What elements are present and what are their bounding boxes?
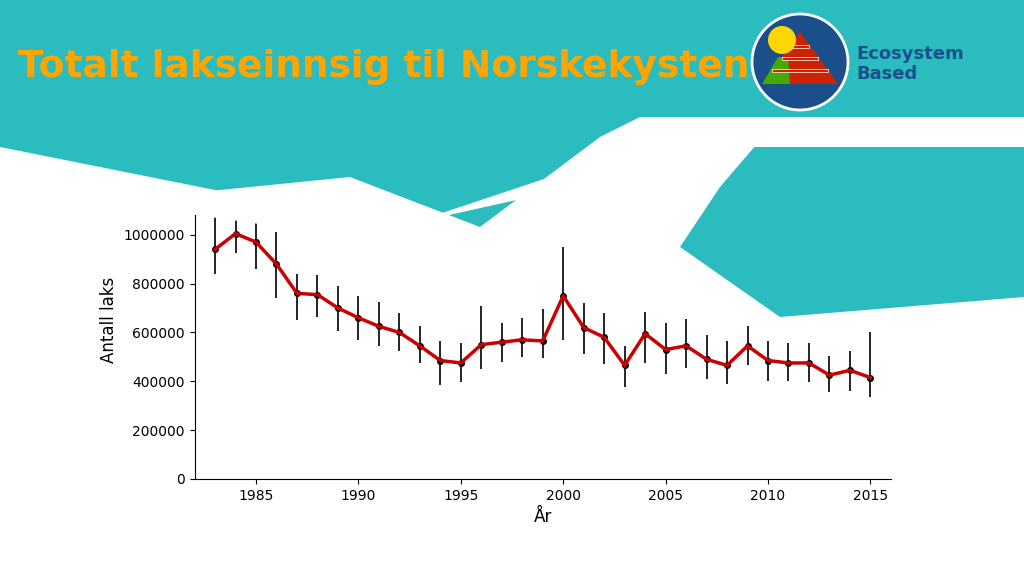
X-axis label: År: År <box>534 508 552 526</box>
Bar <box>782 57 818 60</box>
Circle shape <box>752 14 848 110</box>
Polygon shape <box>680 117 1024 317</box>
Polygon shape <box>0 0 1024 227</box>
Bar <box>791 45 809 48</box>
Polygon shape <box>762 57 790 84</box>
Polygon shape <box>762 32 838 84</box>
Y-axis label: Antall laks: Antall laks <box>100 277 118 364</box>
Text: Totalt lakseinnsig til Norskekysten: Totalt lakseinnsig til Norskekysten <box>18 49 750 85</box>
Bar <box>0 0 1024 117</box>
Polygon shape <box>0 117 1024 237</box>
Text: Ecosystem: Ecosystem <box>856 45 964 63</box>
Text: Based: Based <box>856 65 918 83</box>
Bar <box>772 69 828 72</box>
Circle shape <box>768 26 796 54</box>
